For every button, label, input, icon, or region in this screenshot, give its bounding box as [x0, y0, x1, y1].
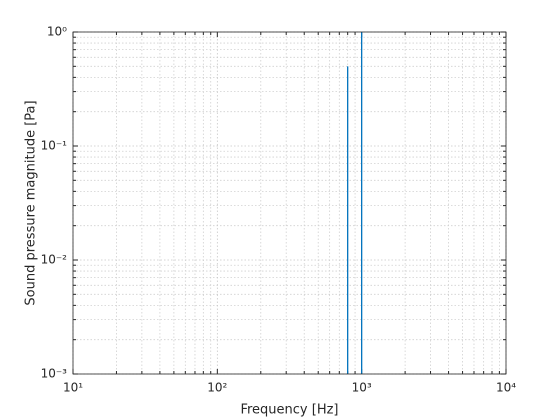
y-tick-label: 10⁻³: [41, 367, 68, 381]
x-tick-label: 10¹: [63, 381, 83, 395]
y-tick-label: 10⁻¹: [41, 139, 68, 153]
axes-box: [72, 31, 507, 375]
y-tick-label: 10⁻²: [41, 253, 68, 267]
y-tick-label: 10⁰: [47, 25, 67, 39]
x-tick-label: 10²: [207, 381, 227, 395]
y-axis-label: Sound pressure magnitude [Pa]: [24, 100, 39, 305]
x-tick-label: 10⁴: [496, 381, 516, 395]
x-tick-label: 10³: [352, 381, 372, 395]
x-axis-label: Frequency [Hz]: [240, 403, 338, 418]
